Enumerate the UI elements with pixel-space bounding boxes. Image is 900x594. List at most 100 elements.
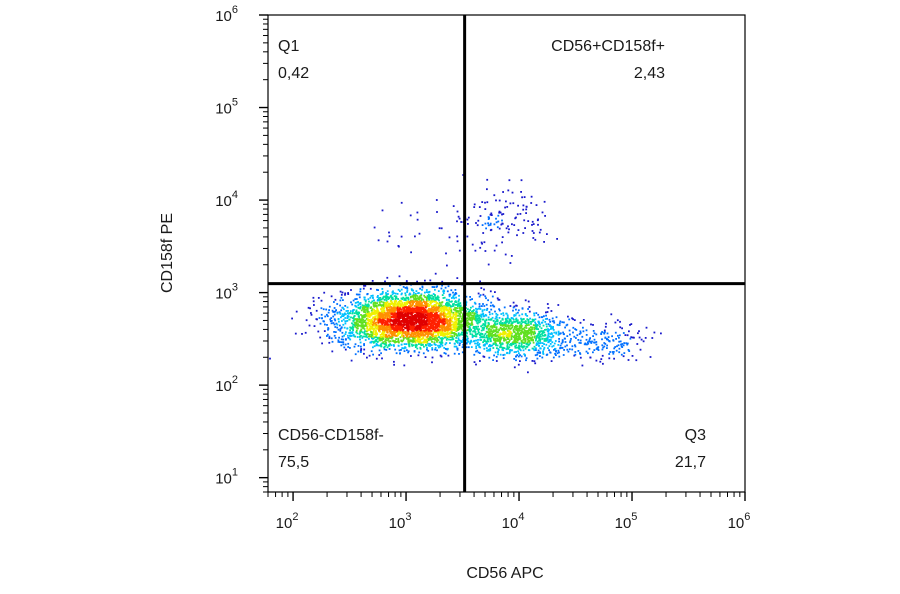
event-dot	[411, 310, 414, 312]
event-dot	[453, 335, 456, 338]
event-dot	[515, 324, 517, 327]
event-dot	[382, 325, 385, 328]
event-dot	[548, 325, 551, 327]
event-dot	[496, 334, 499, 337]
event-dot	[345, 331, 347, 334]
event-dot	[551, 333, 553, 335]
event-dot	[381, 288, 384, 290]
event-dot	[435, 320, 438, 322]
event-dot	[383, 335, 386, 338]
event-dot	[506, 347, 509, 350]
event-dot	[417, 337, 419, 340]
event-dot	[547, 307, 550, 309]
event-dot	[430, 326, 432, 328]
event-dot	[467, 216, 470, 219]
event-dot	[386, 276, 389, 279]
event-dot	[613, 357, 615, 360]
event-dot	[448, 323, 451, 326]
event-dot	[381, 325, 383, 328]
event-dot	[460, 307, 463, 309]
event-dot	[383, 307, 386, 310]
event-dot	[473, 340, 475, 343]
event-dot	[517, 321, 519, 324]
event-dot	[475, 347, 478, 349]
event-dot	[451, 320, 454, 323]
event-dot	[513, 314, 516, 316]
event-dot	[396, 325, 399, 328]
event-dot	[419, 305, 422, 308]
event-dot	[431, 315, 434, 318]
event-dot	[404, 304, 407, 307]
event-dot	[513, 327, 516, 330]
event-dot	[430, 300, 433, 303]
event-dot	[437, 296, 440, 299]
event-dot	[482, 318, 485, 321]
event-dot	[425, 291, 428, 293]
event-dot	[334, 310, 337, 313]
event-dot	[541, 321, 544, 324]
event-dot	[344, 317, 347, 319]
event-dot	[341, 291, 344, 294]
event-dot	[417, 309, 420, 312]
event-dot	[495, 244, 498, 247]
event-dot	[455, 339, 457, 342]
event-dot	[411, 289, 413, 291]
event-dot	[380, 310, 383, 313]
event-dot	[478, 303, 481, 305]
event-dot	[341, 331, 344, 334]
event-dot	[579, 339, 582, 342]
event-dot	[377, 340, 379, 343]
event-dot	[459, 323, 462, 326]
event-dot	[486, 309, 488, 311]
event-dot	[382, 317, 385, 320]
event-dot	[420, 310, 423, 313]
event-dot	[384, 322, 387, 324]
event-dot	[501, 219, 503, 222]
event-dot	[419, 341, 422, 343]
event-dot	[393, 340, 395, 343]
event-dot	[425, 320, 428, 323]
event-dot	[412, 344, 415, 347]
event-dot	[418, 304, 421, 306]
event-dot	[549, 320, 551, 323]
event-dot	[494, 317, 497, 320]
event-dot	[359, 341, 362, 344]
event-dot	[534, 362, 537, 365]
event-dot	[351, 325, 354, 328]
event-dot	[324, 323, 326, 326]
event-dot	[516, 327, 519, 330]
event-dot	[393, 360, 395, 363]
event-dot	[588, 340, 590, 343]
event-dot	[396, 316, 399, 318]
event-dot	[413, 332, 415, 335]
event-dot	[339, 290, 342, 293]
event-dot	[494, 330, 497, 333]
event-dot	[372, 321, 375, 324]
event-dot	[424, 338, 426, 341]
event-dot	[404, 336, 407, 339]
event-dot	[469, 341, 472, 344]
event-dot	[444, 334, 446, 337]
event-dot	[423, 304, 425, 307]
event-dot	[503, 353, 506, 356]
event-dot	[390, 303, 392, 305]
event-dot	[509, 320, 512, 322]
event-dot	[511, 191, 514, 194]
event-dot	[601, 344, 604, 347]
event-dot	[415, 303, 417, 305]
event-dot	[366, 325, 369, 328]
event-dot	[449, 328, 451, 331]
event-dot	[509, 350, 511, 352]
event-dot	[547, 328, 549, 330]
event-dot	[444, 313, 447, 316]
event-dot	[432, 306, 435, 308]
event-dot	[397, 323, 400, 325]
event-dot	[504, 206, 506, 209]
event-dot	[428, 331, 431, 334]
event-dot	[451, 300, 453, 303]
event-dot	[366, 305, 368, 308]
event-dot	[389, 337, 392, 339]
event-dot	[396, 333, 399, 336]
event-dot	[418, 340, 421, 343]
event-dot	[496, 344, 499, 347]
